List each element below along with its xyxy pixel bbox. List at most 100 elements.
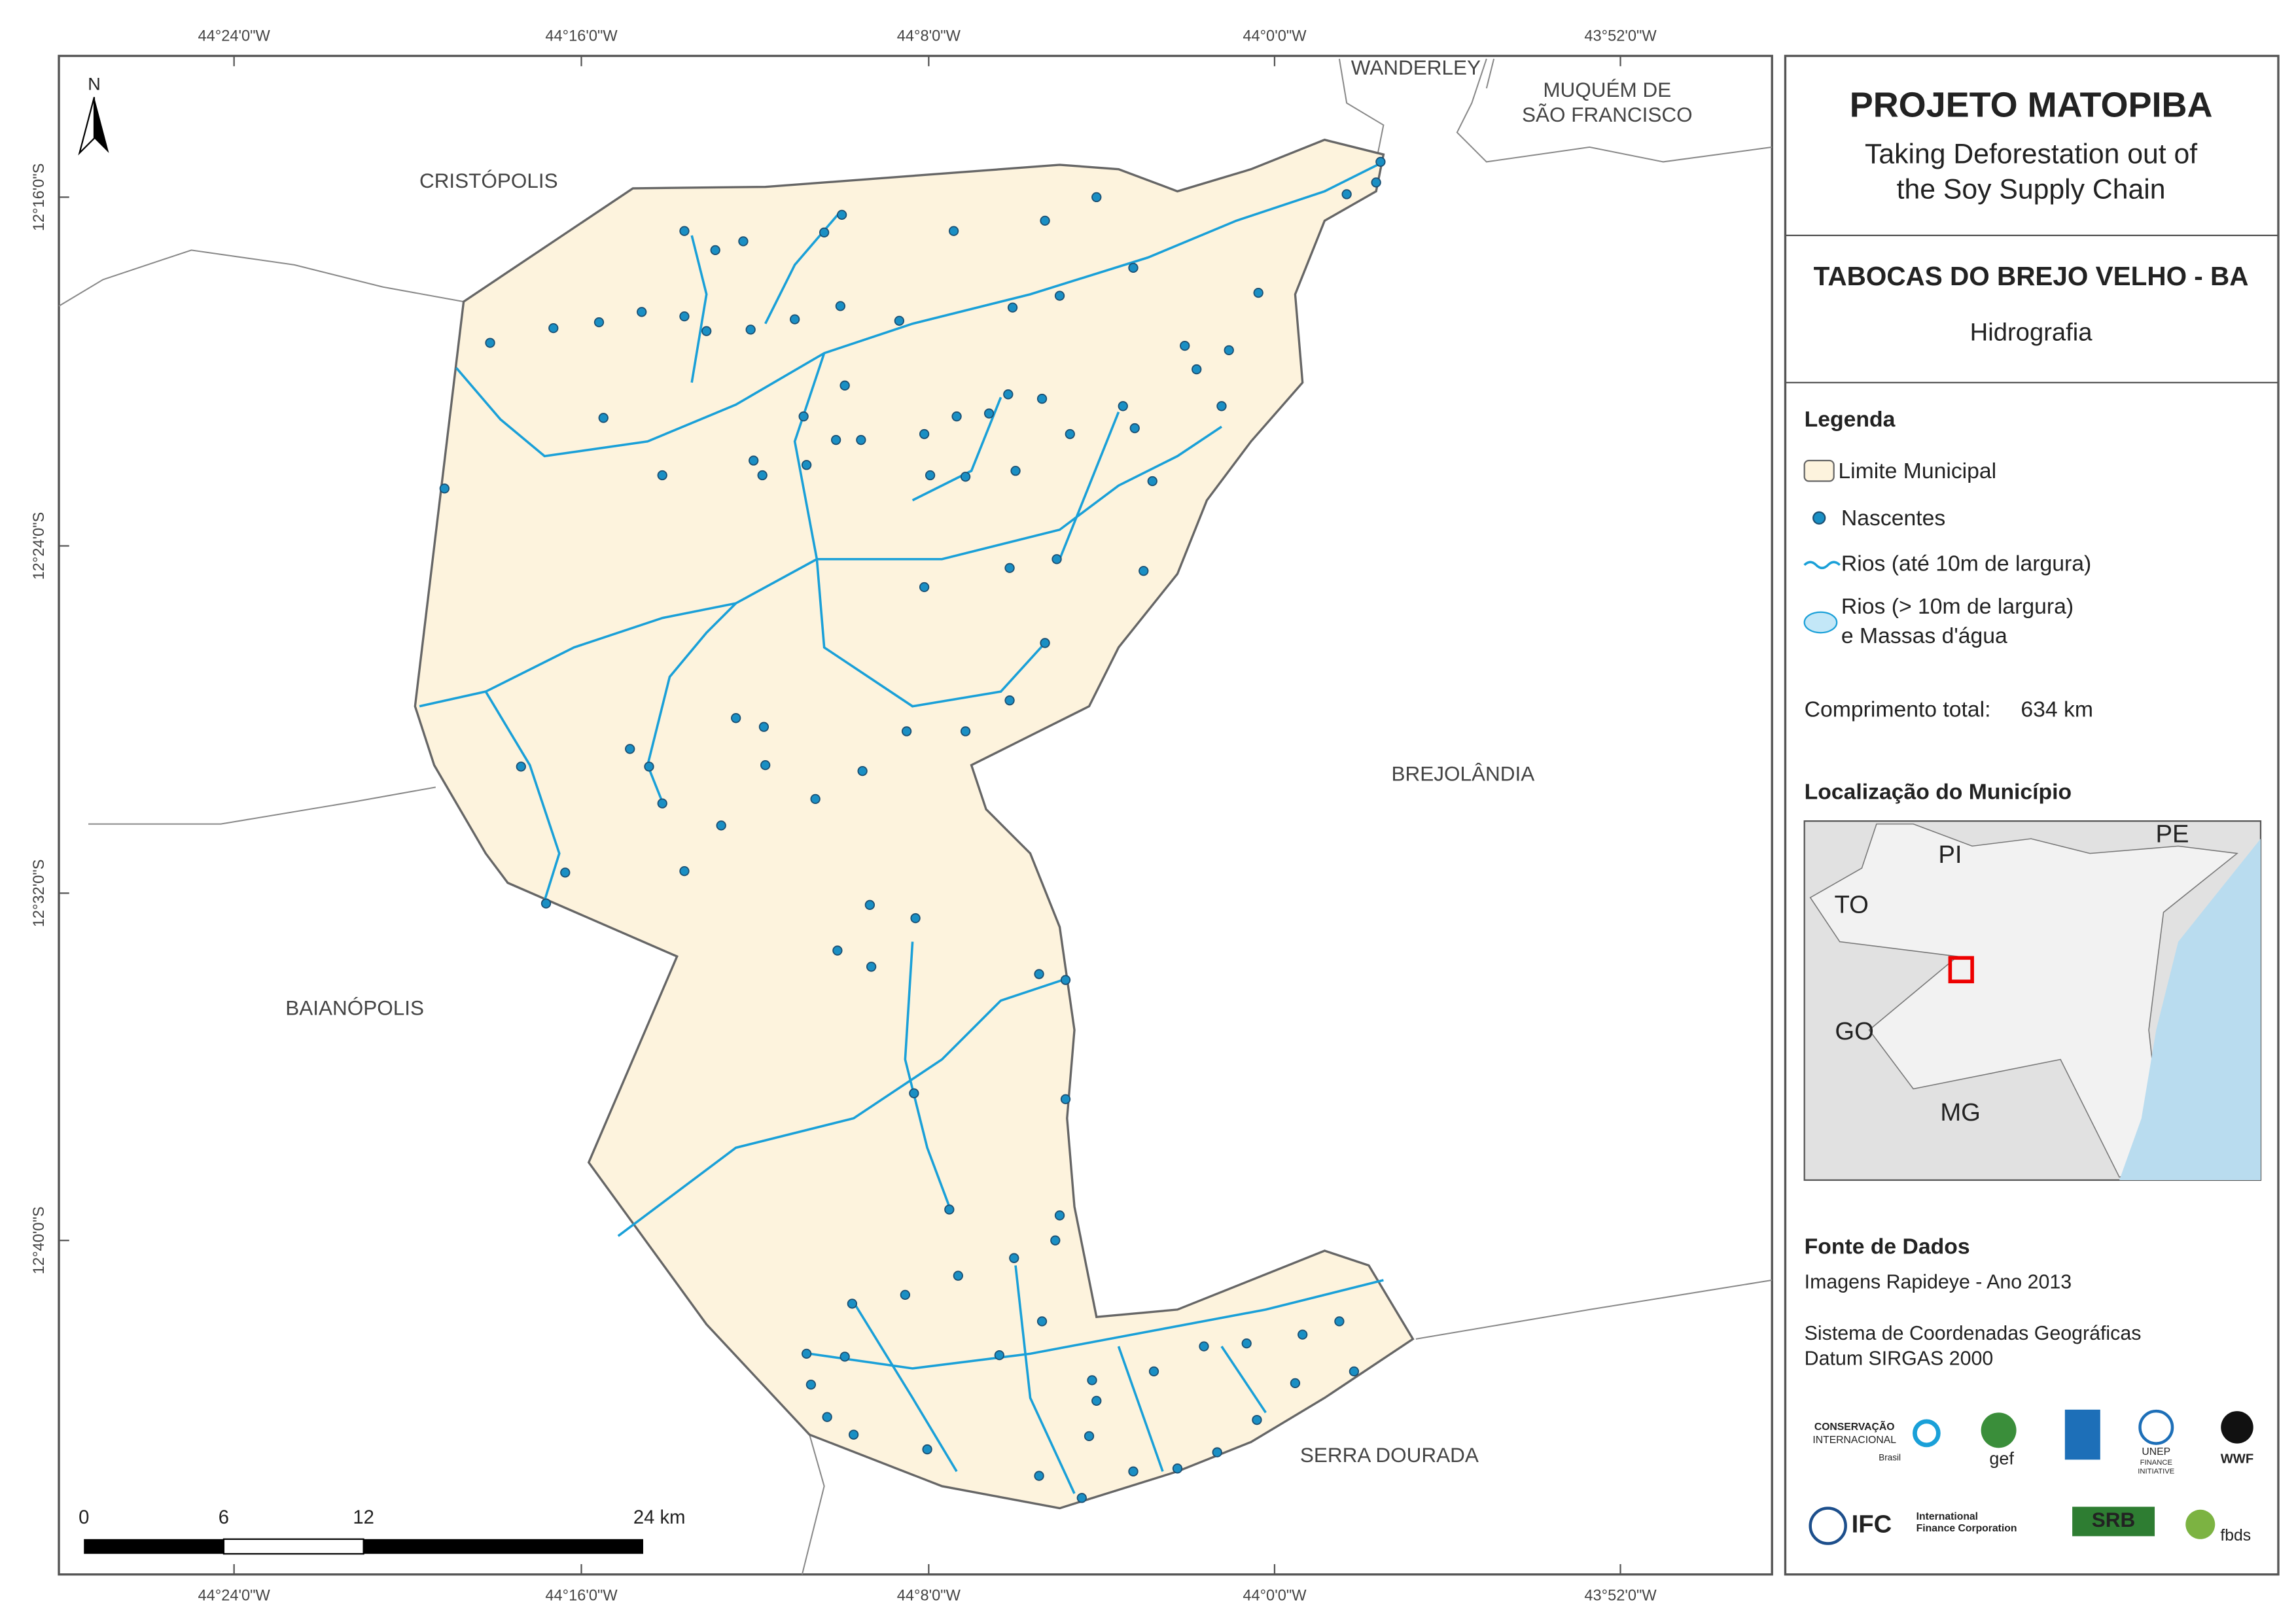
coord-label: 12°24'0"S xyxy=(31,512,48,580)
spring xyxy=(760,759,771,771)
spring xyxy=(1087,1375,1097,1386)
spring xyxy=(657,470,667,481)
municipality-polygon xyxy=(414,138,1415,1510)
spring xyxy=(1341,189,1352,200)
spring xyxy=(1009,1253,1019,1263)
spring xyxy=(847,1299,858,1309)
spring xyxy=(1034,969,1044,979)
spring xyxy=(830,434,841,445)
spring xyxy=(1192,364,1202,375)
source-line: Datum SIRGAS 2000 xyxy=(1805,1348,1994,1369)
spring xyxy=(1252,1414,1262,1425)
spring xyxy=(835,301,846,311)
place-label: WANDERLEY xyxy=(1351,56,1481,79)
legend-item: e Massas d'água xyxy=(1841,623,2007,648)
scale-bar: 0 6 12 24 km xyxy=(79,1507,686,1555)
spring xyxy=(805,1379,817,1390)
spring xyxy=(994,1350,1004,1361)
spring xyxy=(1118,401,1128,411)
place-label: BAIANÓPOLIS xyxy=(285,996,424,1019)
spring xyxy=(1128,1466,1139,1476)
scale-label: 0 xyxy=(79,1507,89,1528)
spring xyxy=(1129,423,1140,434)
scale-label: 12 xyxy=(353,1507,374,1528)
spring xyxy=(485,338,495,348)
spring xyxy=(1241,1338,1252,1349)
spring xyxy=(1054,1210,1065,1221)
spring xyxy=(1060,1094,1071,1104)
spring xyxy=(1091,192,1102,203)
spring xyxy=(679,226,690,236)
spring xyxy=(1147,476,1157,487)
location-inset: PI PE TO GO MG xyxy=(1803,820,2262,1181)
spring xyxy=(1172,1463,1183,1474)
spring xyxy=(710,245,720,256)
spring xyxy=(922,1444,932,1455)
logo-text: WWF xyxy=(2221,1452,2254,1467)
spring xyxy=(819,227,830,238)
subtitle: the Soy Supply Chain xyxy=(1897,174,2166,205)
spring xyxy=(1076,1493,1087,1503)
length-label: Comprimento total: xyxy=(1805,697,1991,722)
spring xyxy=(1051,554,1062,565)
spring xyxy=(1371,177,1381,188)
spring xyxy=(910,913,921,924)
logo-text: Brasil xyxy=(1879,1453,1901,1463)
length-value: 634 km xyxy=(2021,697,2093,722)
spring xyxy=(951,411,962,422)
spring xyxy=(810,794,821,805)
spring xyxy=(1054,290,1065,301)
subtitle: Taking Deforestation out of xyxy=(1865,139,2197,170)
spring xyxy=(848,1429,859,1440)
coord-label: 44°16'0"W xyxy=(545,1588,618,1605)
spring xyxy=(901,726,912,737)
spring xyxy=(1036,1316,1048,1327)
spring xyxy=(548,323,559,334)
theme: Hidrografia xyxy=(1970,319,2093,347)
spring xyxy=(1036,393,1048,404)
spring xyxy=(560,867,571,878)
map-frame: 44°24'0"W 44°16'0"W 44°8'0"W 44°0'0"W 43°52'… xyxy=(31,27,1773,1605)
coord-label: 43°52'0"W xyxy=(1584,1588,1657,1605)
spring xyxy=(1084,1431,1095,1441)
coord-label: 12°32'0"S xyxy=(31,859,48,927)
spring xyxy=(802,1348,812,1359)
spring xyxy=(1334,1316,1345,1327)
spring xyxy=(790,314,800,324)
legend-heading: Legenda xyxy=(1805,407,1896,432)
spring xyxy=(593,317,605,328)
spring xyxy=(944,1204,955,1215)
municipal-boundaries xyxy=(58,58,1773,1575)
spring xyxy=(731,713,741,724)
place-label: MUQUÉM DE xyxy=(1543,78,1671,101)
rivers xyxy=(419,160,1385,1494)
spring xyxy=(716,820,726,831)
spring xyxy=(1060,975,1071,985)
spring xyxy=(822,1412,832,1422)
logo-text: gef xyxy=(1989,1448,2014,1468)
coord-label: 44°0'0"W xyxy=(1243,27,1307,44)
north-arrow: N xyxy=(78,75,109,156)
spring xyxy=(758,722,769,732)
spring xyxy=(749,455,759,466)
spring xyxy=(1180,340,1190,351)
spring xyxy=(983,408,995,419)
sources-heading: Fonte de Dados xyxy=(1805,1234,1970,1259)
spring xyxy=(1224,345,1234,355)
place-label: BREJOLÂNDIA xyxy=(1392,762,1535,786)
logo-text: SRB xyxy=(2092,1508,2135,1531)
spring xyxy=(960,726,971,737)
logo-text: FINANCE xyxy=(2140,1459,2173,1467)
spring xyxy=(540,898,552,909)
source-line: Sistema de Coordenadas Geográficas xyxy=(1805,1323,2142,1344)
spring xyxy=(1216,401,1227,411)
spring xyxy=(953,1270,963,1281)
spring xyxy=(1253,287,1263,298)
spring xyxy=(745,324,756,335)
spring xyxy=(925,470,936,481)
spring xyxy=(856,434,866,445)
logo-text: fbds xyxy=(2220,1527,2251,1544)
coordinates: 44°24'0"W 44°16'0"W 44°8'0"W 44°0'0"W 43°52'… xyxy=(31,27,1657,1604)
logo-text: International xyxy=(1916,1511,1978,1522)
